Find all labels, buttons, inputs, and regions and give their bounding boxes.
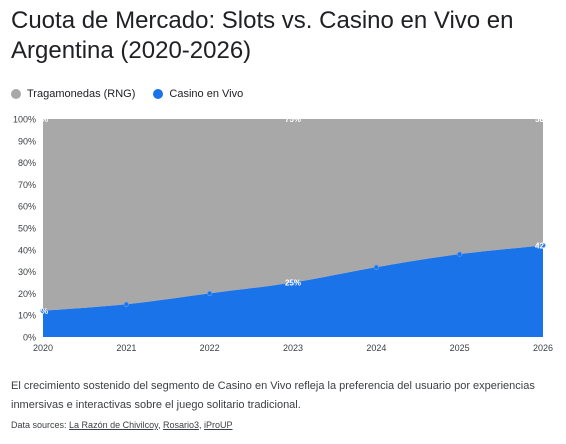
area-tragamonedas	[43, 119, 543, 311]
legend-swatch-gray	[11, 89, 21, 99]
data-label: 58	[535, 115, 544, 124]
data-label: 25%	[285, 279, 301, 288]
point-casino-en-vivo-2022	[207, 290, 213, 296]
source-link-la-razon[interactable]: La Razón de Chivilcoy	[69, 420, 158, 430]
area-chart: 0% 10% 20% 30% 40% 50% 60% 70% 80% 90% 100% 2020 202…	[13, 115, 553, 354]
x-tick-label: 2024	[366, 343, 386, 353]
data-label: %	[41, 307, 48, 316]
y-tick-label: 90%	[18, 136, 36, 146]
sources-prefix: Data sources:	[11, 420, 67, 430]
chart-legend: Tragamonedas (RNG) Casino en Vivo	[11, 86, 261, 102]
y-tick-label: 0%	[23, 333, 36, 343]
x-tick-label: 2020	[33, 343, 53, 353]
x-tick-label: 2026	[533, 343, 553, 353]
y-tick-label: 40%	[18, 245, 36, 255]
legend-label-tragamonedas: Tragamonedas (RNG)	[27, 88, 136, 100]
source-link-iproup[interactable]: iProUP	[204, 420, 233, 430]
source-separator: ,	[157, 420, 163, 430]
y-tick-label: 80%	[18, 158, 36, 168]
point-casino-en-vivo-2021	[123, 301, 129, 307]
y-tick-label: 20%	[18, 289, 36, 299]
point-casino-en-vivo-2025	[457, 251, 463, 257]
chart-caption: El crecimiento sostenido del segmento de…	[11, 380, 535, 411]
source-separator: ,	[198, 420, 204, 430]
x-tick-label: 2022	[200, 343, 220, 353]
point-casino-en-vivo-2023	[290, 279, 296, 286]
x-tick-label: 2025	[450, 343, 470, 353]
y-tick-label: 50%	[18, 224, 36, 234]
chart-title: Cuota de Mercado: Slots vs. Casino en Vi…	[11, 7, 514, 64]
y-tick-label: 100%	[13, 115, 36, 125]
data-sources: Data sources: La Razón de Chivilcoy, Ros…	[11, 420, 233, 430]
data-label: 42	[535, 241, 544, 250]
x-tick-label: 2021	[116, 343, 136, 353]
legend-item-tragamonedas[interactable]: Tragamonedas (RNG)	[11, 88, 135, 100]
data-label: %	[41, 115, 48, 124]
area-casino-en-vivo	[43, 245, 543, 337]
point-casino-en-vivo-2020	[40, 308, 46, 314]
x-tick-label: 2023	[283, 343, 303, 353]
data-label: 75%	[285, 115, 301, 124]
point-casino-en-vivo-2026	[540, 242, 546, 249]
y-tick-label: 60%	[18, 202, 36, 212]
y-tick-label: 30%	[18, 267, 36, 277]
source-link-rosario3[interactable]: Rosario3	[162, 420, 199, 430]
y-tick-label: 10%	[18, 311, 36, 321]
y-tick-label: 70%	[18, 180, 36, 190]
legend-item-casino-en-vivo[interactable]: Casino en Vivo	[153, 88, 243, 100]
point-casino-en-vivo-2024	[373, 264, 379, 270]
legend-swatch-blue	[153, 89, 164, 99]
legend-label-casino-en-vivo: Casino en Vivo	[169, 88, 244, 100]
